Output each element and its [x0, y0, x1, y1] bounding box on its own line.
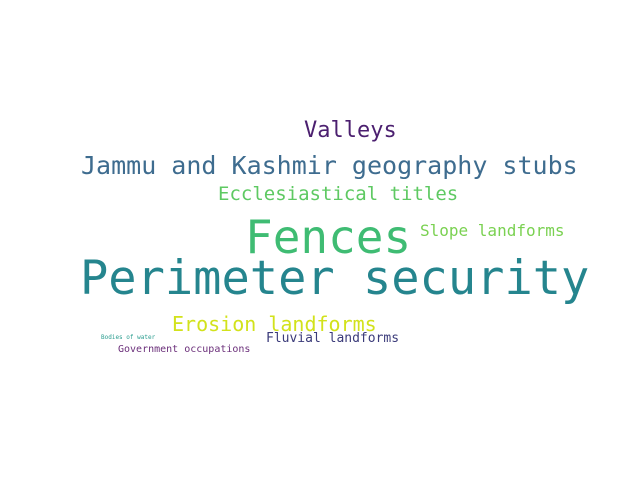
- word-government: Government occupations: [118, 344, 251, 355]
- word-ecclesiastical: Ecclesiastical titles: [218, 183, 459, 205]
- word-bodies-of-water: Bodies of water: [101, 334, 156, 341]
- word-slope: Slope landforms: [420, 221, 565, 240]
- word-erosion: Erosion landforms: [172, 312, 377, 336]
- word-perimeter: Perimeter security: [80, 251, 590, 306]
- word-fluvial: Fluvial landforms: [266, 331, 400, 346]
- word-valleys: Valleys: [304, 118, 397, 143]
- word-fences: Fences: [245, 210, 412, 264]
- word-jammu-kashmir: Jammu and Kashmir geography stubs: [81, 151, 578, 180]
